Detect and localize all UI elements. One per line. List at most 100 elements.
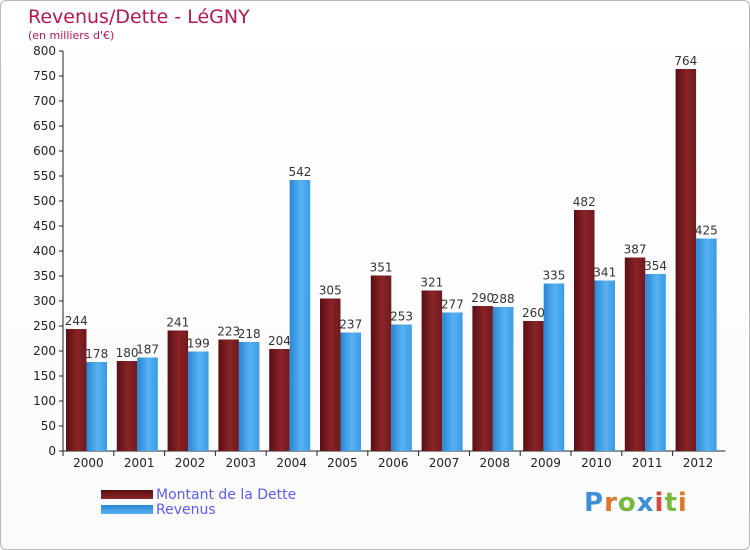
data-label-revenue: 354	[644, 259, 667, 273]
bar-revenue	[543, 283, 565, 451]
y-tick-label: 500	[33, 194, 56, 208]
legend: Montant de la Dette Revenus	[101, 486, 297, 518]
bar-debt	[66, 329, 87, 451]
chart-title: Revenus/Dette - LéGNY	[28, 6, 250, 28]
data-label-revenue: 425	[695, 224, 718, 238]
legend-item-debt: Montant de la Dette	[101, 486, 297, 503]
x-tick-label: 2011	[632, 456, 663, 470]
y-tick-label: 600	[33, 144, 56, 158]
y-tick-label: 250	[33, 319, 56, 333]
y-tick-label: 0	[48, 444, 56, 458]
y-tick-label: 800	[33, 44, 56, 58]
data-label-revenue: 335	[542, 269, 565, 283]
y-tick-label: 750	[33, 69, 56, 83]
bar-revenue	[442, 312, 463, 451]
y-tick-label: 450	[33, 219, 56, 233]
data-label-debt: 321	[420, 276, 443, 290]
bar-revenue	[289, 180, 311, 451]
bar-revenue	[645, 274, 666, 451]
x-tick-label: 2006	[378, 456, 409, 470]
x-tick-label: 2005	[327, 456, 358, 470]
bar-debt	[370, 275, 392, 451]
data-label-debt: 180	[116, 346, 139, 360]
bar-revenue	[492, 307, 514, 451]
data-label-revenue: 542	[288, 165, 311, 179]
data-label-revenue: 218	[238, 327, 261, 341]
x-tick-label: 2010	[581, 456, 612, 470]
y-tick-label: 700	[33, 94, 56, 108]
bar-debt	[675, 69, 697, 451]
data-label-debt: 260	[522, 306, 545, 320]
y-tick-label: 300	[33, 294, 56, 308]
bar-debt	[218, 339, 239, 451]
data-label-revenue: 288	[492, 292, 515, 306]
brand-logo-letter: P	[584, 488, 605, 518]
bar-debt	[523, 321, 544, 451]
bar-revenue	[137, 357, 158, 451]
brand-logo-letter: o	[617, 488, 637, 518]
y-tick-label: 400	[33, 244, 56, 258]
x-tick-label: 2008	[480, 456, 511, 470]
y-tick-label: 350	[33, 269, 56, 283]
x-tick-label: 2009	[530, 456, 561, 470]
brand-logo-letter: i	[654, 488, 665, 518]
bar-layer	[66, 69, 717, 451]
data-label-debt: 223	[217, 325, 240, 339]
bar-revenue	[238, 342, 260, 451]
data-label-revenue: 253	[390, 310, 413, 324]
bar-debt	[269, 349, 290, 451]
bar-revenue	[340, 332, 361, 451]
data-label-debt: 305	[319, 284, 342, 298]
bar-debt	[116, 361, 138, 451]
y-tick-label: 550	[33, 169, 56, 183]
bar-revenue	[391, 324, 412, 451]
data-label-debt: 764	[674, 54, 697, 68]
bar-debt	[472, 306, 493, 451]
data-label-debt: 351	[370, 261, 393, 275]
data-label-debt: 241	[166, 316, 189, 330]
bar-debt	[167, 330, 189, 451]
y-tick-label: 200	[33, 344, 56, 358]
x-tick-label: 2000	[73, 456, 104, 470]
legend-swatch-debt	[101, 490, 153, 499]
bar-revenue	[86, 362, 107, 451]
y-tick-label: 650	[33, 119, 56, 133]
data-label-debt: 387	[624, 243, 647, 257]
bar-debt	[320, 298, 341, 451]
legend-item-revenue: Revenus	[101, 501, 296, 518]
bar-revenue	[594, 280, 615, 451]
y-tick-label: 50	[41, 419, 56, 433]
x-tick-label: 2004	[276, 456, 307, 470]
data-label-revenue: 199	[187, 337, 210, 351]
brand-logo-letter: r	[604, 488, 618, 518]
brand-logo-letter: i	[677, 488, 688, 518]
bar-debt	[624, 257, 646, 451]
bar-revenue	[696, 238, 717, 451]
data-label-debt: 290	[471, 291, 494, 305]
data-label-debt: 244	[65, 314, 88, 328]
brand-logo-letter: t	[664, 488, 678, 518]
legend-label-revenue: Revenus	[156, 501, 216, 518]
x-tick-label: 2007	[429, 456, 460, 470]
brand-logo-letter: x	[636, 488, 655, 518]
legend-swatch-revenue	[101, 505, 153, 514]
bar-revenue	[188, 351, 209, 451]
data-label-revenue: 277	[441, 298, 464, 312]
data-label-debt: 482	[573, 195, 596, 209]
x-tick-label: 2001	[124, 456, 155, 470]
data-label-revenue: 187	[136, 343, 159, 357]
y-tick-label: 100	[33, 394, 56, 408]
x-tick-label: 2002	[175, 456, 206, 470]
x-tick-label: 2003	[226, 456, 257, 470]
data-label-revenue: 237	[339, 318, 362, 332]
chart-subtitle: (en milliers d'€)	[28, 29, 115, 42]
legend-label-debt: Montant de la Dette	[156, 486, 297, 503]
brand-logo: Proxiti	[584, 488, 688, 518]
data-label-revenue: 341	[593, 266, 616, 280]
bar-debt	[574, 210, 595, 451]
x-tick-label: 2012	[683, 456, 714, 470]
y-tick-label: 150	[33, 369, 56, 383]
